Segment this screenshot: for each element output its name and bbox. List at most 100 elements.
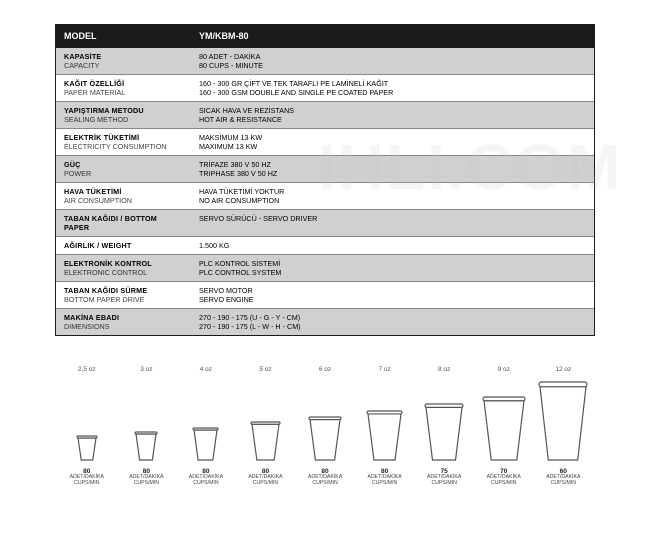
spec-label: MAKİNA EBADIDIMENSIONS <box>56 309 191 335</box>
cup-icon <box>308 377 342 462</box>
spec-label-en: POWER <box>64 169 183 178</box>
cup-size-label: 6 oz <box>319 366 331 373</box>
spec-value-tr: HAVA TÜKETİMİ YOKTUR <box>199 187 586 196</box>
spec-value-tr: SICAK HAVA VE REZİSTANS <box>199 106 586 115</box>
cup-item: 12 oz60ADET/DAKİKACUPS/MIN <box>534 366 594 486</box>
spec-label: TABAN KAĞIDI SÜRMEBOTTOM PAPER DRIVE <box>56 282 191 308</box>
spec-row: AĞIRLIK / WEIGHT 1.500 KG <box>56 237 594 255</box>
spec-label: GÜÇPOWER <box>56 156 191 182</box>
cup-unit-en: CUPS/MIN <box>431 481 456 487</box>
cup-size-label: 2,5 oz <box>78 366 96 373</box>
cup-size-label: 9 oz <box>498 366 510 373</box>
spec-value-en: PLC CONTROL SYSTEM <box>199 268 586 277</box>
spec-label: ELEKTRİK TÜKETİMİELECTRICITY CONSUMPTION <box>56 129 191 155</box>
spec-value: 1.500 KG <box>191 237 594 254</box>
spec-value: 80 ADET - DAKİKA80 CUPS - MINUTE <box>191 48 594 74</box>
cup-item: 5 oz80ADET/DAKİKACUPS/MIN <box>236 366 296 486</box>
spec-label: TABAN KAĞIDI / BOTTOM PAPER <box>56 210 191 236</box>
spec-row: GÜÇPOWER TRİFAZE 380 V 50 HZTRIPHASE 380 … <box>56 156 594 183</box>
spec-value-en: SERVO ENGINE <box>199 295 586 304</box>
spec-label-en: SEALING METHOD <box>64 115 183 124</box>
spec-row: MAKİNA EBADIDIMENSIONS270 - 190 - 175 (U… <box>56 309 594 335</box>
cup-item: 9 oz70ADET/DAKİKACUPS/MIN <box>474 366 534 486</box>
spec-value: 160 - 300 GR ÇİFT VE TEK TARAFLI PE LAMİ… <box>191 75 594 101</box>
spec-row: ELEKTRONİK KONTROLELEKTRONIC CONTROL PLC … <box>56 255 594 282</box>
spec-row: YAPIŞTIRMA METODUSEALING METHODSICAK HAV… <box>56 102 594 129</box>
cup-icon <box>424 377 464 462</box>
cup-unit-en: CUPS/MIN <box>193 481 218 487</box>
spec-value-tr: TRİFAZE 380 V 50 HZ <box>199 160 586 169</box>
spec-label-en: ELEKTRONIC CONTROL <box>64 268 183 277</box>
spec-label-en: PAPER MATERIAL <box>64 88 183 97</box>
header-label: MODEL <box>56 25 191 48</box>
spec-value: SERVO MOTORSERVO ENGINE <box>191 282 594 308</box>
cup-icon <box>134 377 158 462</box>
spec-label-tr: TABAN KAĞIDI SÜRME <box>64 286 183 295</box>
spec-table: MODEL YM/KBM-80 KAPASİTECAPACITY 80 ADET … <box>55 24 595 336</box>
spec-value-tr: MAKSİMUM 13 KW <box>199 133 586 142</box>
cup-size-label: 5 oz <box>259 366 271 373</box>
cup-item: 7 oz80ADET/DAKİKACUPS/MIN <box>355 366 415 486</box>
spec-label-tr: HAVA TÜKETİMİ <box>64 187 183 196</box>
cup-size-label: 4 oz <box>200 366 212 373</box>
cup-item: 6 oz80ADET/DAKİKACUPS/MIN <box>295 366 355 486</box>
spec-header-row: MODEL YM/KBM-80 <box>56 25 594 48</box>
spec-value-tr: SERVO MOTOR <box>199 286 586 295</box>
cup-unit-en: CUPS/MIN <box>491 481 516 487</box>
spec-label-en: BOTTOM PAPER DRIVE <box>64 295 183 304</box>
spec-row: ELEKTRİK TÜKETİMİELECTRICITY CONSUMPTION… <box>56 129 594 156</box>
spec-row: KAĞIT ÖZELLİĞİPAPER MATERIAL 160 - 300 GR… <box>56 75 594 102</box>
cup-icon <box>482 377 526 462</box>
spec-label: YAPIŞTIRMA METODUSEALING METHOD <box>56 102 191 128</box>
spec-label: AĞIRLIK / WEIGHT <box>56 237 191 254</box>
spec-value-single: 1.500 KG <box>199 241 586 250</box>
spec-row: TABAN KAĞIDI / BOTTOM PAPER SERVO SÜRÜCÜ … <box>56 210 594 237</box>
spec-value-tr: 160 - 300 GR ÇİFT VE TEK TARAFLI PE LAMİ… <box>199 79 586 88</box>
cup-unit-en: CUPS/MIN <box>253 481 278 487</box>
spec-value-tr: 270 - 190 - 175 (U - G - Y - CM) <box>199 313 586 322</box>
cup-icon <box>76 377 98 462</box>
cup-icon <box>192 377 219 462</box>
cup-unit-en: CUPS/MIN <box>312 481 337 487</box>
header-value: YM/KBM-80 <box>191 25 594 48</box>
spec-value-en: TRIPHASE 380 V 50 HZ <box>199 169 586 178</box>
cup-item: 2,5 oz80ADET/DAKİKACUPS/MIN <box>57 366 117 486</box>
spec-value-en: 160 - 300 GSM DOUBLE AND SINGLE PE COATE… <box>199 88 586 97</box>
spec-row: HAVA TÜKETİMİAIR CONSUMPTIONHAVA TÜKETİM… <box>56 183 594 210</box>
spec-row: KAPASİTECAPACITY 80 ADET - DAKİKA80 CUPS … <box>56 48 594 75</box>
cup-icon <box>250 377 281 462</box>
cup-capacity-chart: 2,5 oz80ADET/DAKİKACUPS/MIN3 oz80ADET/DA… <box>55 366 595 486</box>
cup-unit-en: CUPS/MIN <box>551 481 576 487</box>
spec-value-tr: 80 ADET - DAKİKA <box>199 52 586 61</box>
cup-icon <box>366 377 403 462</box>
spec-row: TABAN KAĞIDI SÜRMEBOTTOM PAPER DRIVESERV… <box>56 282 594 309</box>
spec-label-tr: MAKİNA EBADI <box>64 313 183 322</box>
cup-icon <box>538 377 588 462</box>
spec-value-tr: PLC KONTROL SİSTEMİ <box>199 259 586 268</box>
spec-label-tr: ELEKTRİK TÜKETİMİ <box>64 133 183 142</box>
spec-value: 270 - 190 - 175 (U - G - Y - CM)270 - 19… <box>191 309 594 335</box>
cup-unit-en: CUPS/MIN <box>74 481 99 487</box>
spec-label-tr: KAPASİTE <box>64 52 183 61</box>
spec-label: KAĞIT ÖZELLİĞİPAPER MATERIAL <box>56 75 191 101</box>
spec-label-tr: KAĞIT ÖZELLİĞİ <box>64 79 183 88</box>
cup-unit-en: CUPS/MIN <box>372 481 397 487</box>
spec-label-single: TABAN KAĞIDI / BOTTOM PAPER <box>64 214 183 232</box>
spec-label: ELEKTRONİK KONTROLELEKTRONIC CONTROL <box>56 255 191 281</box>
spec-label-en: DIMENSIONS <box>64 322 183 331</box>
spec-label-en: CAPACITY <box>64 61 183 70</box>
spec-value: SICAK HAVA VE REZİSTANSHOT AIR & RESISTA… <box>191 102 594 128</box>
spec-label-tr: GÜÇ <box>64 160 183 169</box>
spec-value-en: MAXIMUM 13 KW <box>199 142 586 151</box>
spec-value-en: NO AIR CONSUMPTION <box>199 196 586 205</box>
spec-value-en: HOT AIR & RESISTANCE <box>199 115 586 124</box>
spec-value-single: SERVO SÜRÜCÜ - SERVO DRIVER <box>199 214 586 223</box>
cup-size-label: 12 oz <box>555 366 571 373</box>
cup-size-label: 7 oz <box>378 366 390 373</box>
spec-label-tr: ELEKTRONİK KONTROL <box>64 259 183 268</box>
cup-item: 3 oz80ADET/DAKİKACUPS/MIN <box>117 366 177 486</box>
spec-value-en: 270 - 190 - 175 (L - W - H - CM) <box>199 322 586 331</box>
spec-label-single: AĞIRLIK / WEIGHT <box>64 241 183 250</box>
cup-item: 8 oz75ADET/DAKİKACUPS/MIN <box>414 366 474 486</box>
cup-size-label: 3 oz <box>140 366 152 373</box>
